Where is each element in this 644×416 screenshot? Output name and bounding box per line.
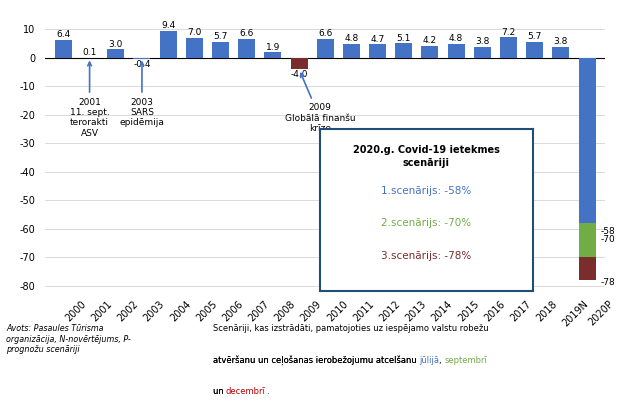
Text: atvēršanu un ceļošanas ierobežojumu atcelšanu: atvēršanu un ceļošanas ierobežojumu atce… <box>213 356 419 365</box>
Text: Scenāriji, kas izstrādāti, pamatojoties uz iespējamo valstu robežu: Scenāriji, kas izstrādāti, pamatojoties … <box>213 324 488 334</box>
Bar <box>290 58 308 69</box>
Bar <box>343 44 360 58</box>
Text: 4.7: 4.7 <box>370 35 384 44</box>
Text: 5.7: 5.7 <box>527 32 542 41</box>
Text: 9.4: 9.4 <box>161 21 175 30</box>
Bar <box>264 52 281 58</box>
Text: -4.0: -4.0 <box>290 70 308 79</box>
Text: 3.0: 3.0 <box>109 40 123 49</box>
Bar <box>317 39 334 58</box>
Text: 1.9: 1.9 <box>266 43 280 52</box>
Text: 2001
11. sept.
terorakti
ASV: 2001 11. sept. terorakti ASV <box>70 62 109 138</box>
Bar <box>108 49 124 58</box>
Text: 6.4: 6.4 <box>56 30 71 39</box>
Text: .: . <box>266 387 269 396</box>
Bar <box>500 37 517 58</box>
Bar <box>578 223 596 257</box>
Bar <box>448 44 464 58</box>
Bar <box>578 257 596 280</box>
Text: 4.8: 4.8 <box>345 35 359 43</box>
Text: 0.1: 0.1 <box>82 48 97 57</box>
Text: 6.6: 6.6 <box>318 29 332 38</box>
Bar <box>395 43 412 58</box>
Text: atvēršanu un ceļošanas ierobežojumu atcelšanu: atvēršanu un ceļošanas ierobežojumu atce… <box>213 356 419 365</box>
Text: 4.8: 4.8 <box>449 35 463 43</box>
Bar <box>474 47 491 58</box>
Text: -78: -78 <box>600 278 615 287</box>
Text: 7.2: 7.2 <box>502 27 516 37</box>
Bar <box>238 39 255 58</box>
Text: 3.8: 3.8 <box>475 37 489 46</box>
Text: 5.7: 5.7 <box>213 32 228 41</box>
Bar <box>369 45 386 58</box>
Text: decembrī: decembrī <box>226 387 266 396</box>
Text: 6.6: 6.6 <box>240 29 254 38</box>
Text: 5.1: 5.1 <box>397 34 411 42</box>
Bar <box>578 58 596 223</box>
Text: Avots: Pasaules Tūrisma
organizācija, N-novērtējums, P-
prognožu scenāriji: Avots: Pasaules Tūrisma organizācija, N-… <box>6 324 131 354</box>
Text: -58: -58 <box>600 227 615 236</box>
Text: -0.4: -0.4 <box>133 59 151 69</box>
Bar <box>212 42 229 58</box>
Text: 3.8: 3.8 <box>554 37 568 46</box>
Bar <box>186 38 203 58</box>
Text: 4.2: 4.2 <box>423 36 437 45</box>
Text: -70: -70 <box>600 235 615 245</box>
Text: 2009
Globālā finanšu
krīze: 2009 Globālā finanšu krīze <box>285 74 355 133</box>
Text: jūlijā: jūlijā <box>419 356 439 365</box>
Text: un: un <box>213 387 226 396</box>
Text: 7.0: 7.0 <box>187 28 202 37</box>
Text: un: un <box>213 387 226 396</box>
Text: 2003
SARS
epidēmija: 2003 SARS epidēmija <box>120 62 164 127</box>
Bar <box>55 40 72 58</box>
Text: ,: , <box>439 356 444 365</box>
Bar <box>526 42 543 58</box>
Bar <box>160 31 176 58</box>
Bar <box>133 58 151 59</box>
Text: septembrī: septembrī <box>444 356 487 365</box>
Bar <box>421 46 439 58</box>
Bar <box>553 47 569 58</box>
